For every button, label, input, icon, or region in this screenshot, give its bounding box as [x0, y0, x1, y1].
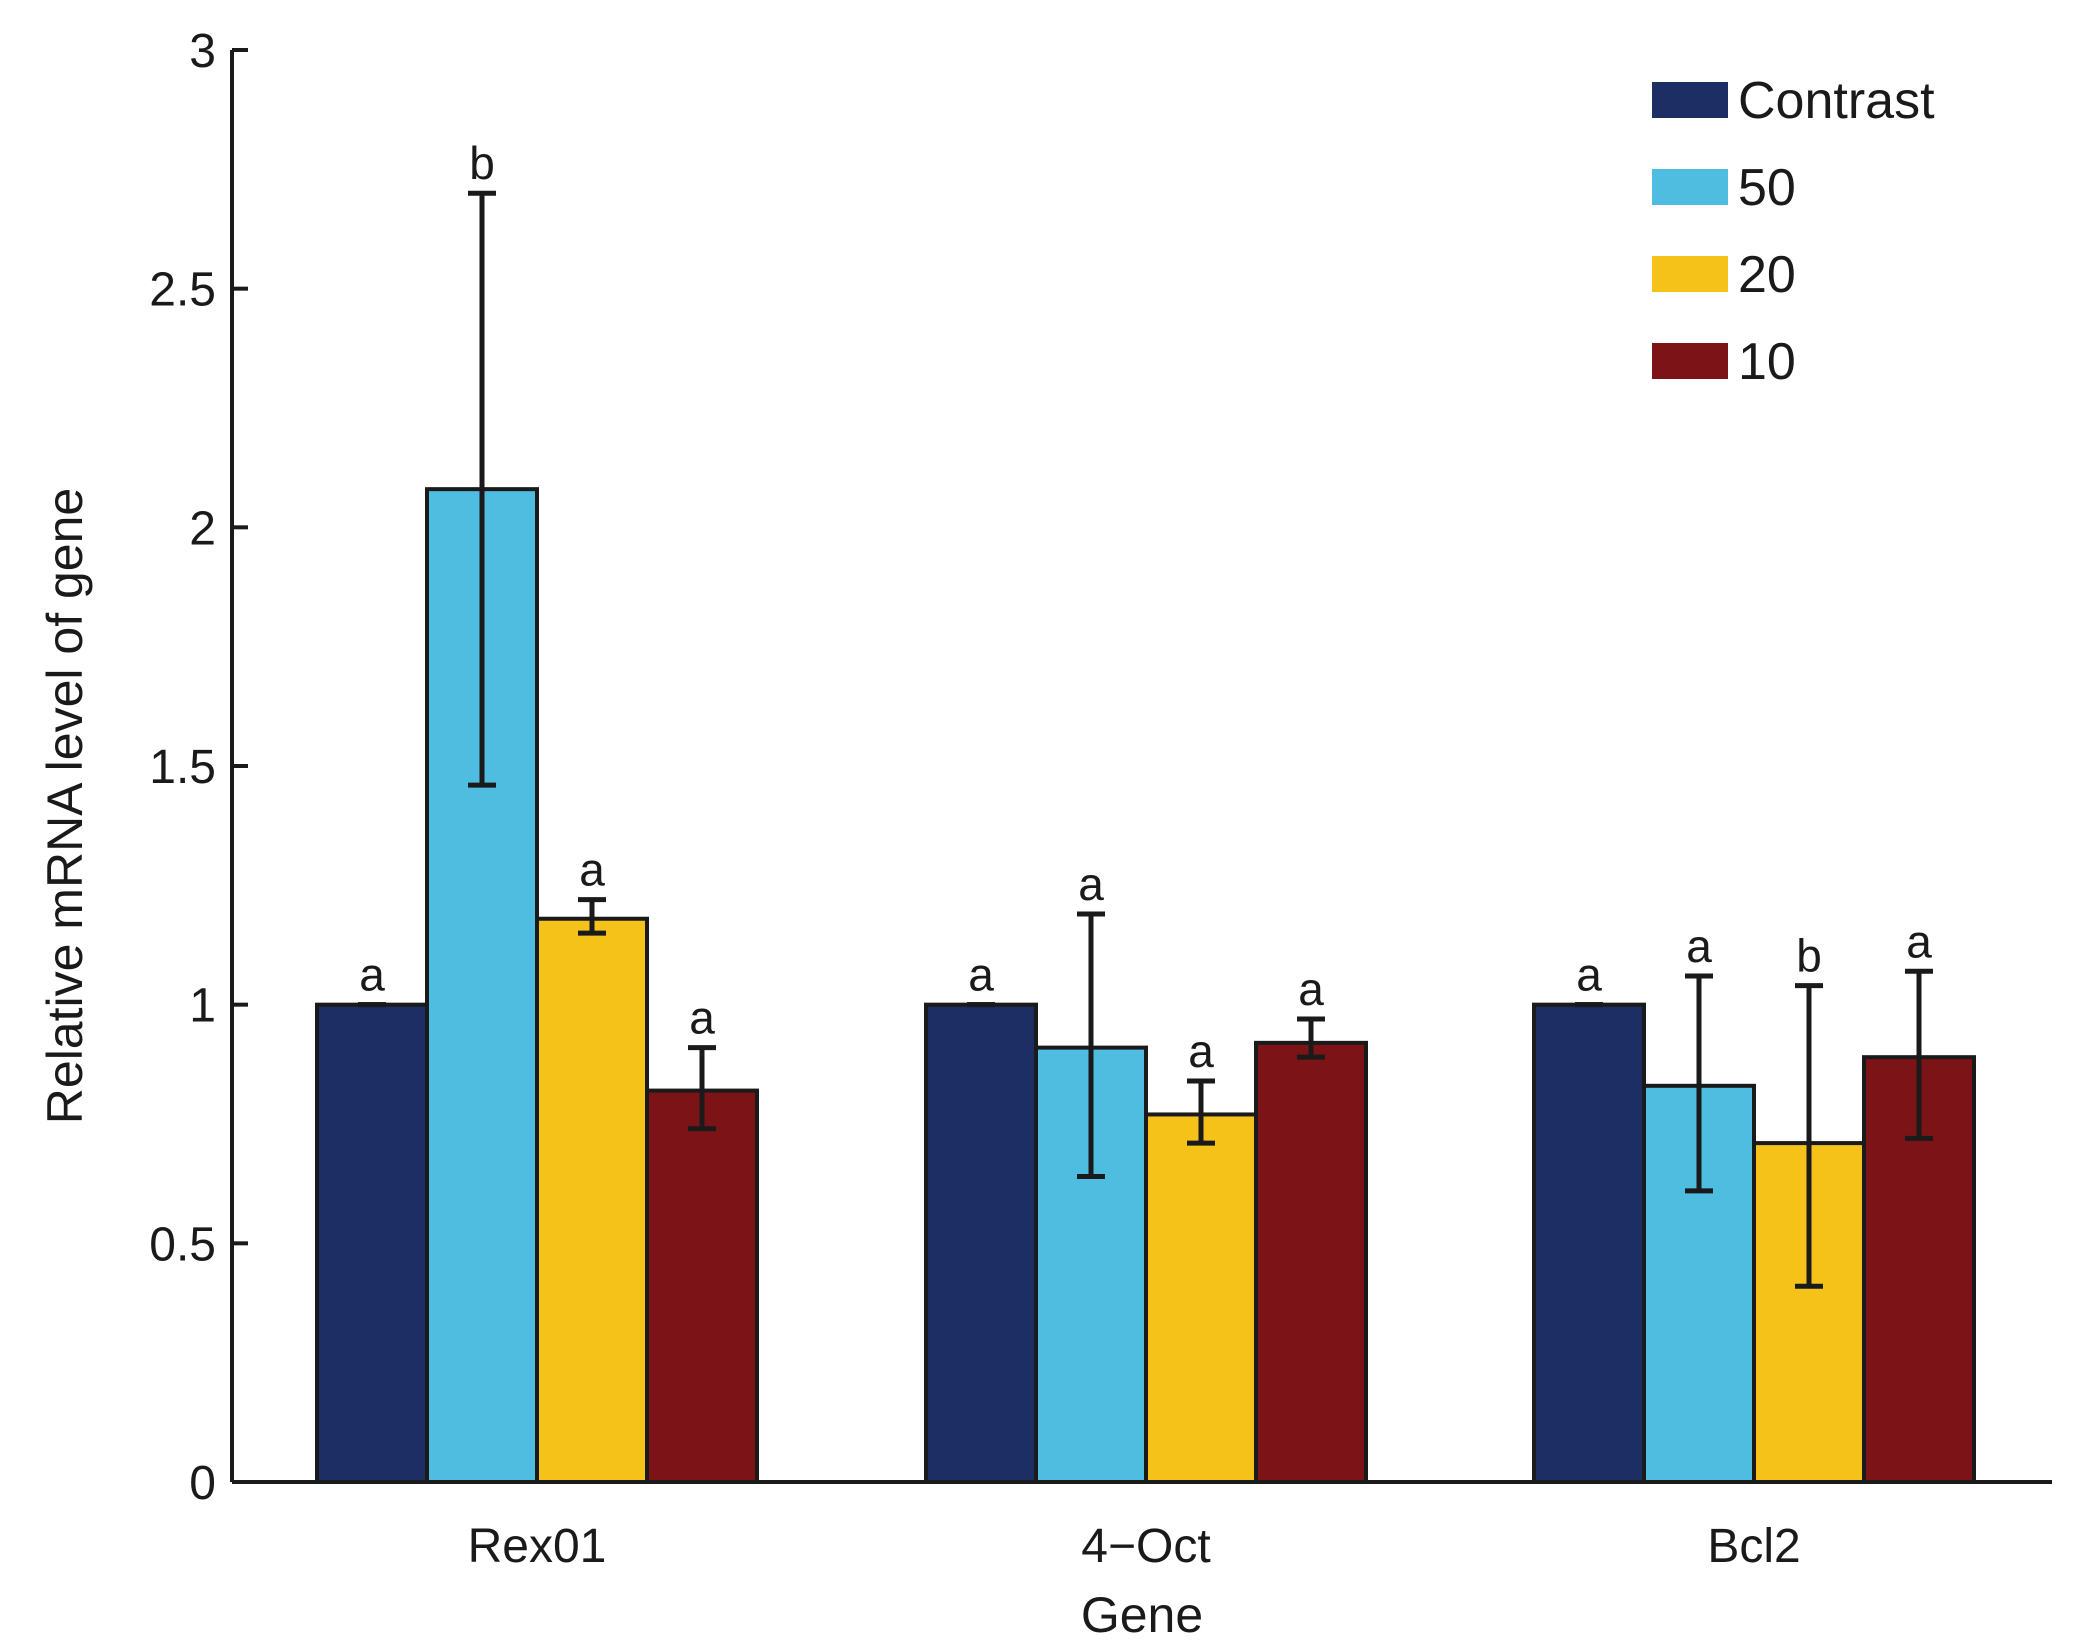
x-axis-title: Gene	[1081, 1587, 1203, 1643]
bar-4oct-10	[1254, 1040, 1368, 1485]
significance-label: a	[579, 844, 605, 896]
legend-label: Contrast	[1738, 72, 1935, 130]
legend-swatch	[1652, 82, 1728, 118]
x-tick-label: 4−Oct	[1081, 1520, 1210, 1573]
x-tick-label: Rex01	[468, 1520, 607, 1573]
legend-swatch	[1652, 343, 1728, 379]
y-tick-label: 2	[189, 502, 216, 555]
legend: Contrast 50 20 10	[1652, 72, 1935, 391]
y-tick-label: 1	[189, 980, 216, 1033]
significance-label: a	[359, 949, 385, 1001]
bar-4oct-20	[1144, 1112, 1258, 1485]
bars-layer	[315, 487, 1976, 1485]
significance-label: a	[1078, 858, 1104, 910]
y-axis-title: Relative mRNA level of gene	[37, 488, 93, 1124]
legend-swatch	[1652, 256, 1728, 292]
bar-4oct-contrast	[924, 1002, 1038, 1485]
significance-label: a	[1576, 949, 1602, 1001]
significance-label: a	[1188, 1025, 1214, 1077]
significance-label: a	[1686, 920, 1712, 972]
significance-labels-layer: a a a b a a a a b a a a	[359, 137, 1932, 1077]
significance-label: a	[1906, 915, 1932, 967]
significance-label: b	[469, 137, 495, 189]
legend-swatch	[1652, 169, 1728, 205]
bar-rex01-20	[535, 916, 649, 1484]
y-tick-label: 3	[189, 25, 216, 78]
y-ticks-layer: 0 0.5 1 1.5 2 2.5 3	[149, 25, 248, 1510]
error-bars-layer	[358, 190, 1933, 1289]
bar-rex01-10	[645, 1088, 759, 1484]
legend-label: 10	[1738, 333, 1796, 391]
y-tick-label: 0	[189, 1457, 216, 1510]
y-tick-label: 2.5	[149, 264, 216, 317]
x-tick-label: Bcl2	[1707, 1520, 1800, 1573]
legend-label: 20	[1738, 246, 1796, 304]
y-tick-label: 0.5	[149, 1218, 216, 1271]
significance-label: a	[1298, 963, 1324, 1015]
significance-label: a	[968, 949, 994, 1001]
significance-label: b	[1796, 930, 1822, 982]
y-tick-label: 1.5	[149, 741, 216, 794]
significance-label: a	[689, 992, 715, 1044]
x-ticks-layer: Rex01 4−Oct Bcl2	[468, 1466, 1801, 1573]
legend-label: 50	[1738, 159, 1796, 217]
bar-bcl2-contrast	[1532, 1002, 1646, 1485]
bar-rex01-contrast	[315, 1002, 429, 1485]
